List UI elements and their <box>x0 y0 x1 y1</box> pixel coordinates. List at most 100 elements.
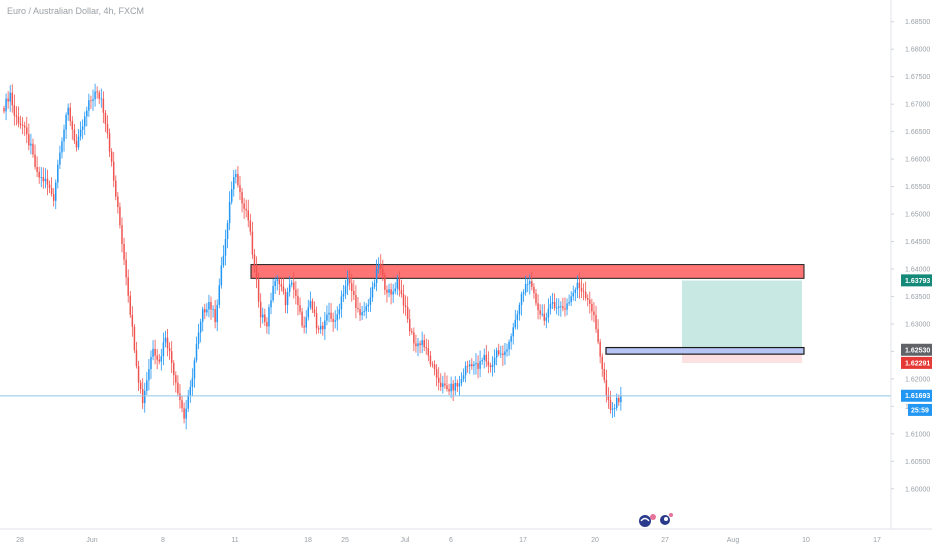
candle-body <box>469 364 471 367</box>
candle-body <box>168 348 171 352</box>
candle-body <box>28 134 30 146</box>
candle-body <box>605 379 608 396</box>
candle-body <box>249 220 252 232</box>
candle-body <box>162 342 165 357</box>
candle-body <box>197 332 200 344</box>
candle-body <box>394 288 396 292</box>
candle-body <box>427 348 430 356</box>
price-axis[interactable]: 1.68500 1.68000 1.67500 1.67000 1.66500 1.660… <box>890 0 932 529</box>
candle-body <box>425 347 428 349</box>
resistance-zone[interactable] <box>250 264 805 279</box>
candle-body <box>547 308 550 318</box>
candle-body <box>398 279 401 291</box>
candle-body <box>429 355 432 365</box>
candle-body <box>522 292 525 295</box>
candle-body <box>504 351 506 356</box>
price-tick-label: 1.63000 <box>905 321 930 328</box>
candle-body <box>100 98 103 100</box>
candle-body <box>423 340 425 348</box>
candle-body <box>361 312 363 316</box>
candle-body <box>288 284 291 292</box>
candle-body <box>98 92 100 99</box>
candle-body <box>326 314 328 321</box>
time-tick-label: 8 <box>161 537 165 544</box>
time-tick-label: 25 <box>341 537 349 544</box>
time-tick-label: 17 <box>519 537 527 544</box>
price-tick-label: 1.60500 <box>905 459 930 466</box>
candle-body <box>442 383 444 387</box>
candle-body <box>618 397 620 403</box>
candle-body <box>268 307 270 327</box>
candle-body <box>344 285 347 294</box>
zones[interactable] <box>250 264 805 355</box>
candle-body <box>193 360 196 379</box>
candle-body <box>106 124 109 134</box>
candle-body <box>129 295 132 315</box>
candle-body <box>284 291 287 306</box>
candle-body <box>7 98 9 102</box>
candle-body <box>452 383 454 391</box>
candle-body <box>533 286 535 294</box>
time-tick-label: 6 <box>449 537 453 544</box>
candle-body <box>485 354 488 362</box>
candle-body <box>549 303 552 309</box>
entry-zone[interactable] <box>605 346 805 355</box>
price-tick-label: 1.64500 <box>905 239 930 246</box>
candle-body <box>408 319 411 332</box>
position-tool[interactable] <box>682 280 802 363</box>
candle-body <box>336 314 339 321</box>
candle-body <box>146 380 148 391</box>
candle-body <box>30 143 32 146</box>
price-badges: 1.63793 1.62530 1.62291 1.61693 25:59 <box>901 274 932 416</box>
candle-body <box>50 187 53 195</box>
candle-body <box>388 289 390 293</box>
candle-body <box>71 121 74 130</box>
candle-body <box>348 277 351 284</box>
candle-body <box>278 279 281 285</box>
target-zone[interactable] <box>682 280 802 350</box>
price-badge-label: 1.62291 <box>905 360 930 367</box>
candle-body <box>5 98 7 112</box>
candle-body <box>133 326 136 351</box>
candle-body <box>433 364 436 370</box>
candle-body <box>460 378 463 384</box>
candle-body <box>568 302 570 304</box>
candle-body <box>437 377 440 383</box>
candle-body <box>406 306 409 320</box>
candle-body <box>216 304 218 323</box>
candle-body <box>603 369 606 380</box>
candle-body <box>46 178 49 185</box>
candle-body <box>601 356 603 370</box>
candle-body <box>23 125 26 128</box>
candle-body <box>272 286 274 301</box>
time-tick-label: 27 <box>661 537 669 544</box>
candle-body <box>518 304 521 315</box>
candle-body <box>108 133 111 152</box>
candle-body <box>230 189 233 202</box>
candle-body <box>73 129 76 142</box>
candle-body <box>491 364 494 367</box>
candle-body <box>311 301 314 310</box>
candle-body <box>531 281 533 287</box>
candle-body <box>458 383 461 387</box>
candle-body <box>479 361 481 369</box>
candle-body <box>578 282 581 288</box>
candle-body <box>81 126 84 130</box>
candle-body <box>338 309 341 315</box>
time-axis[interactable]: 28 Jun 8 11 18 25 Jul 6 17 20 27 Aug 10 17 <box>0 528 932 544</box>
candle-body <box>17 116 20 124</box>
candle-body <box>92 99 94 101</box>
candle-body <box>13 105 16 116</box>
price-tick-label: 1.63500 <box>905 294 930 301</box>
candle-body <box>69 107 71 122</box>
candle-body <box>245 208 247 211</box>
candle-body <box>266 321 268 327</box>
candle-body <box>144 390 146 404</box>
candle-body <box>210 302 212 310</box>
candle-body <box>564 308 566 310</box>
candle-body <box>214 309 216 323</box>
candle-body <box>75 141 78 148</box>
candle-body <box>63 129 65 142</box>
